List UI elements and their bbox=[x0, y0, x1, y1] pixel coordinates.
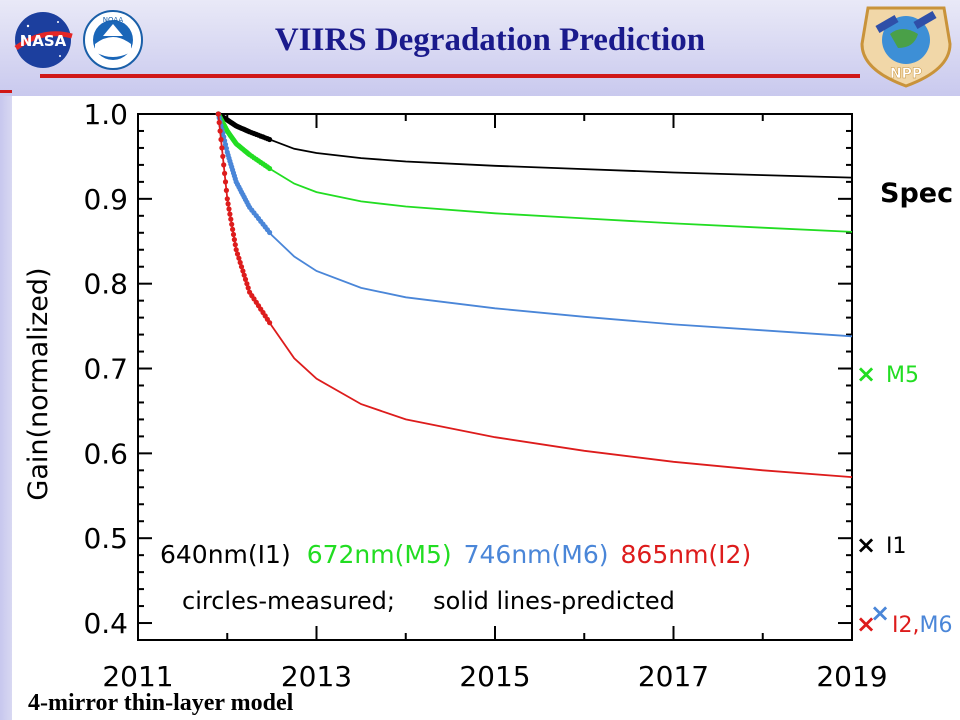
header-rule-left bbox=[0, 90, 12, 93]
chart-markers: Spec× M5× I1×× I2,M6 bbox=[856, 178, 953, 638]
measured-point bbox=[267, 320, 273, 326]
measured-point bbox=[223, 187, 229, 193]
y-tick-label: 0.7 bbox=[83, 353, 128, 386]
y-tick-label: 0.6 bbox=[83, 437, 128, 470]
measured-point bbox=[244, 281, 250, 287]
series-line-0 bbox=[217, 113, 853, 179]
left-strip bbox=[0, 96, 12, 720]
series-line-2 bbox=[217, 113, 853, 338]
measured-point bbox=[228, 216, 234, 222]
slide-title: VIIRS Degradation Prediction bbox=[274, 22, 706, 58]
chart-axes: 2011 2013 2015 2017 2019 0.4 0.5 0.6 0.7 0.8 0.9 1.… bbox=[83, 98, 887, 693]
measured-point bbox=[225, 201, 231, 207]
measured-point bbox=[234, 251, 241, 257]
measured-point bbox=[238, 264, 245, 270]
measured-point bbox=[217, 128, 223, 134]
measured-point bbox=[224, 196, 230, 202]
npp-logo: NPP bbox=[860, 6, 952, 88]
y-axis-label: Gain(normalized) bbox=[23, 267, 54, 500]
measured-point bbox=[221, 162, 227, 168]
y-tick-label: 0.8 bbox=[83, 268, 128, 301]
y-tick-label: 0.9 bbox=[83, 183, 128, 216]
spec-marker-x: × bbox=[856, 531, 876, 559]
x-tick-label: 2011 bbox=[102, 660, 173, 693]
spec-marker-x2: × bbox=[870, 599, 890, 627]
chart-series bbox=[215, 111, 853, 478]
measured-point bbox=[227, 211, 233, 217]
y-tick-label: 0.5 bbox=[83, 522, 128, 555]
spec-marker-x: × bbox=[856, 610, 876, 638]
measured-point bbox=[230, 226, 236, 232]
measured-point bbox=[222, 141, 229, 148]
measured-point bbox=[226, 206, 232, 212]
npp-logo-text: NPP bbox=[890, 66, 922, 82]
series-line-1 bbox=[217, 113, 853, 233]
measured-point bbox=[236, 255, 242, 261]
x-tick-label: 2017 bbox=[638, 660, 709, 693]
header-rule bbox=[40, 74, 860, 78]
y-tick-label: 1.0 bbox=[83, 98, 128, 131]
noaa-logo-text: NOAA bbox=[103, 16, 124, 24]
spec-marker-x: × bbox=[856, 360, 876, 388]
noaa-logo: NOAA bbox=[83, 10, 143, 70]
y-tick-label: 0.4 bbox=[83, 607, 128, 640]
measured-point bbox=[229, 221, 235, 227]
measured-point bbox=[232, 242, 238, 248]
measured-point bbox=[241, 272, 247, 278]
measured-point bbox=[215, 111, 221, 117]
spec-marker-label: I1 bbox=[886, 534, 907, 559]
annotation-note: circles-measured; solid lines-predicted bbox=[182, 587, 675, 615]
footer-note: 4-mirror thin-layer model bbox=[28, 690, 294, 716]
spec-marker-label: M5 bbox=[886, 363, 919, 388]
spec-marker-label: I2,M6 bbox=[892, 613, 952, 638]
legend-i1: 640nm(I1) bbox=[160, 540, 291, 569]
spec-label: Spec bbox=[880, 178, 953, 209]
measured-point bbox=[237, 259, 243, 266]
measured-point bbox=[267, 165, 273, 172]
header-band bbox=[0, 0, 960, 96]
measured-point bbox=[231, 237, 237, 243]
measured-point bbox=[220, 153, 226, 159]
legend-i2: 865nm(I2) bbox=[621, 540, 752, 569]
measured-point bbox=[242, 276, 249, 282]
measured-point bbox=[267, 136, 273, 143]
x-tick-label: 2013 bbox=[281, 660, 352, 693]
measured-point bbox=[245, 285, 251, 291]
nasa-logo-text: NASA bbox=[20, 32, 67, 50]
measured-point bbox=[218, 136, 224, 143]
measured-point bbox=[267, 229, 273, 236]
x-tick-label: 2019 bbox=[816, 660, 887, 693]
measured-point bbox=[233, 247, 239, 253]
measured-point bbox=[230, 231, 237, 238]
legend-line: 640nm(I1) 672nm(M5) 746nm(M6) 865nm(I2) bbox=[160, 540, 751, 569]
legend-m6: 746nm(M6) bbox=[464, 540, 609, 569]
measured-point bbox=[222, 179, 229, 185]
measured-point bbox=[216, 119, 222, 126]
measured-point bbox=[219, 145, 225, 151]
measured-point bbox=[222, 170, 228, 176]
nasa-logo: NASA bbox=[14, 12, 73, 68]
x-tick-label: 2015 bbox=[459, 660, 530, 693]
legend-m5: 672nm(M5) bbox=[307, 540, 452, 569]
measured-point bbox=[240, 268, 246, 274]
series-line-3 bbox=[217, 113, 853, 478]
